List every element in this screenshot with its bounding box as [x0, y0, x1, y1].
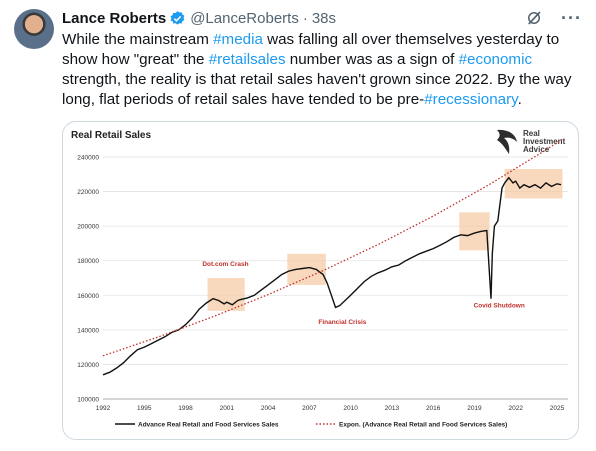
chart-image[interactable]: Real Retail Sales Real Investment Advice…	[62, 121, 579, 440]
annotation-label: Dot.com Crash	[202, 261, 248, 268]
header-actions: ···	[525, 9, 582, 27]
tweet-header: Lance Roberts @LanceRoberts · 38s ···	[62, 8, 582, 28]
x-tick-label: 2010	[343, 405, 358, 412]
y-tick-label: 240000	[77, 155, 99, 162]
avatar[interactable]	[14, 9, 54, 49]
series-line-exponential-trend	[102, 137, 565, 357]
x-tick-label: 2004	[261, 405, 276, 412]
logo-line-1: Real	[523, 129, 540, 138]
logo-line-3: Advice	[523, 145, 550, 154]
x-tick-label: 1998	[178, 405, 193, 412]
author-name[interactable]: Lance Roberts	[62, 9, 167, 27]
separator: ·	[302, 9, 308, 27]
logo: Real Investment Advice	[495, 128, 575, 158]
x-tick-label: 2001	[220, 405, 235, 412]
highlight-box	[207, 278, 245, 311]
x-tick-label: 1992	[96, 405, 111, 412]
y-tick-label: 200000	[77, 224, 99, 231]
hashtag-link[interactable]: #media	[213, 31, 263, 48]
author-handle[interactable]: @LanceRoberts	[190, 9, 299, 27]
more-icon[interactable]: ···	[561, 8, 582, 28]
hashtag-link[interactable]: #recessionary	[424, 91, 518, 108]
tweet-text: While the mainstream #media was falling …	[62, 30, 582, 110]
tweet-text-segment: number was as a sign of	[285, 51, 459, 68]
y-tick-label: 120000	[77, 362, 99, 369]
annotation-label: Covid Shutdown	[474, 302, 525, 309]
y-tick-label: 180000	[77, 258, 99, 265]
verified-badge-icon	[170, 10, 185, 25]
x-tick-label: 2007	[302, 405, 317, 412]
annotation-label: Financial Crisis	[318, 319, 366, 326]
hashtag-link[interactable]: #retailsales	[208, 51, 286, 68]
hashtag-link[interactable]: #economic	[458, 51, 533, 68]
x-tick-label: 1995	[137, 405, 152, 412]
timestamp[interactable]: 38s	[311, 9, 337, 27]
x-tick-label: 2022	[508, 405, 523, 412]
legend-label: Expon. (Advance Real Retail and Food Ser…	[339, 422, 507, 429]
y-tick-label: 100000	[77, 397, 99, 404]
legend-label: Advance Real Retail and Food Services Sa…	[138, 422, 279, 429]
x-tick-label: 2019	[467, 405, 482, 412]
retail-sales-chart: 100000 120000 140000 160000 180000 200000 2200…	[77, 137, 568, 429]
logo-text: Real Investment Advice	[523, 130, 565, 154]
chart-title: Real Retail Sales	[71, 130, 152, 141]
grok-icon[interactable]	[525, 9, 543, 27]
y-tick-label: 160000	[77, 293, 99, 300]
tweet-text-segment: While the mainstream	[62, 31, 214, 48]
y-tick-label: 140000	[77, 327, 99, 334]
x-tick-label: 2025	[550, 405, 565, 412]
highlight-box	[504, 169, 563, 199]
x-tick-label: 2013	[385, 405, 400, 412]
tweet-text-segment: strength, the reality is that retail sal…	[62, 71, 572, 108]
logo-line-2: Investment	[523, 137, 566, 146]
tweet-text-segment: was falling all over themselves yesterda…	[62, 31, 560, 68]
y-tick-label: 220000	[77, 189, 99, 196]
eagle-logo-icon	[497, 129, 517, 154]
x-tick-label: 2016	[426, 405, 441, 412]
tweet-text-segment: .	[517, 91, 522, 108]
series-line-retail-sales	[102, 176, 562, 376]
